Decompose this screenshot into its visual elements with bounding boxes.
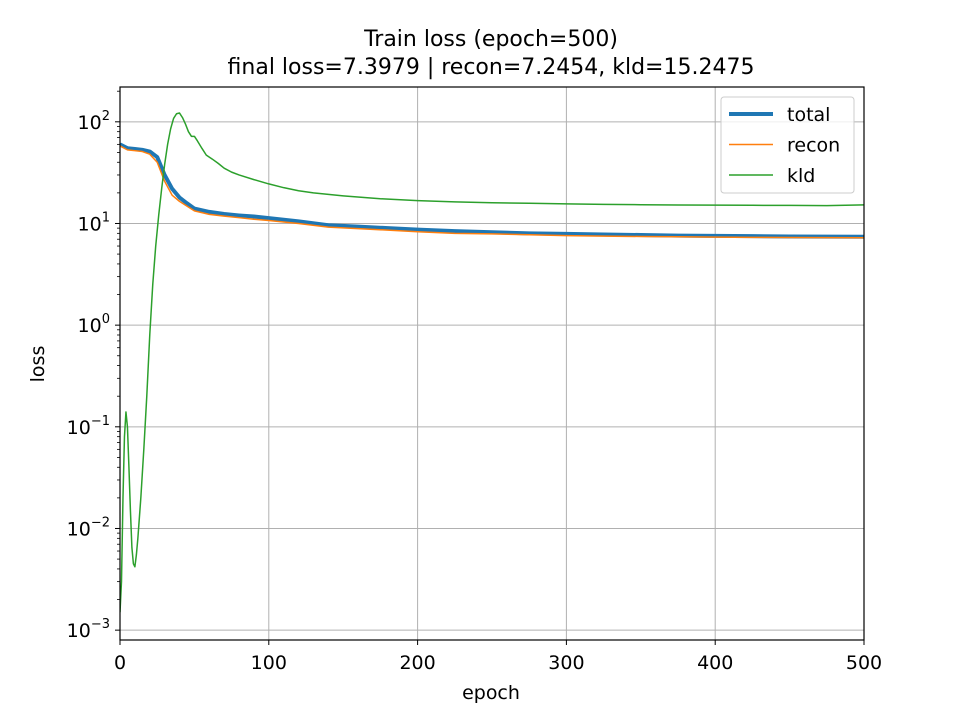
x-tick-label: 500 (846, 652, 882, 674)
grid-lines (119, 87, 865, 640)
y-tick-label: 10−1 (67, 414, 110, 439)
x-tick-label: 300 (548, 652, 584, 674)
y-tick-label: 101 (78, 210, 110, 235)
y-tick-label: 10−2 (67, 515, 110, 540)
legend-box (720, 96, 855, 194)
chart-title: Train loss (epoch=500) (363, 27, 618, 52)
legend-label-recon: recon (787, 135, 840, 157)
y-axis-label: loss (27, 346, 49, 383)
legend-label-total: total (787, 104, 830, 126)
series-line-recon (120, 145, 864, 239)
x-axis-ticks: 0 100 200 300 400 500 (114, 640, 882, 674)
series-line-total (120, 142, 864, 239)
series-layer (120, 112, 864, 613)
x-tick-label: 400 (697, 652, 733, 674)
x-tick-label: 0 (114, 652, 126, 674)
series-line-kld (120, 112, 864, 613)
y-tick-label: 100 (78, 312, 110, 337)
x-axis-label: epoch (462, 682, 520, 704)
chart-subtitle: final loss=7.3979 | recon=7.2454, kld=15… (228, 55, 755, 80)
plot-frame (119, 86, 865, 641)
legend: total recon kld (720, 96, 855, 194)
y-tick-label: 102 (78, 109, 110, 134)
x-tick-label: 200 (399, 652, 435, 674)
plot-area (120, 112, 864, 613)
y-axis-ticks: 10−3 10−2 10−1 100 101 102 (67, 90, 120, 642)
legend-label-kld: kld (787, 165, 815, 187)
x-tick-label: 100 (251, 652, 287, 674)
y-tick-label: 10−3 (67, 617, 110, 642)
